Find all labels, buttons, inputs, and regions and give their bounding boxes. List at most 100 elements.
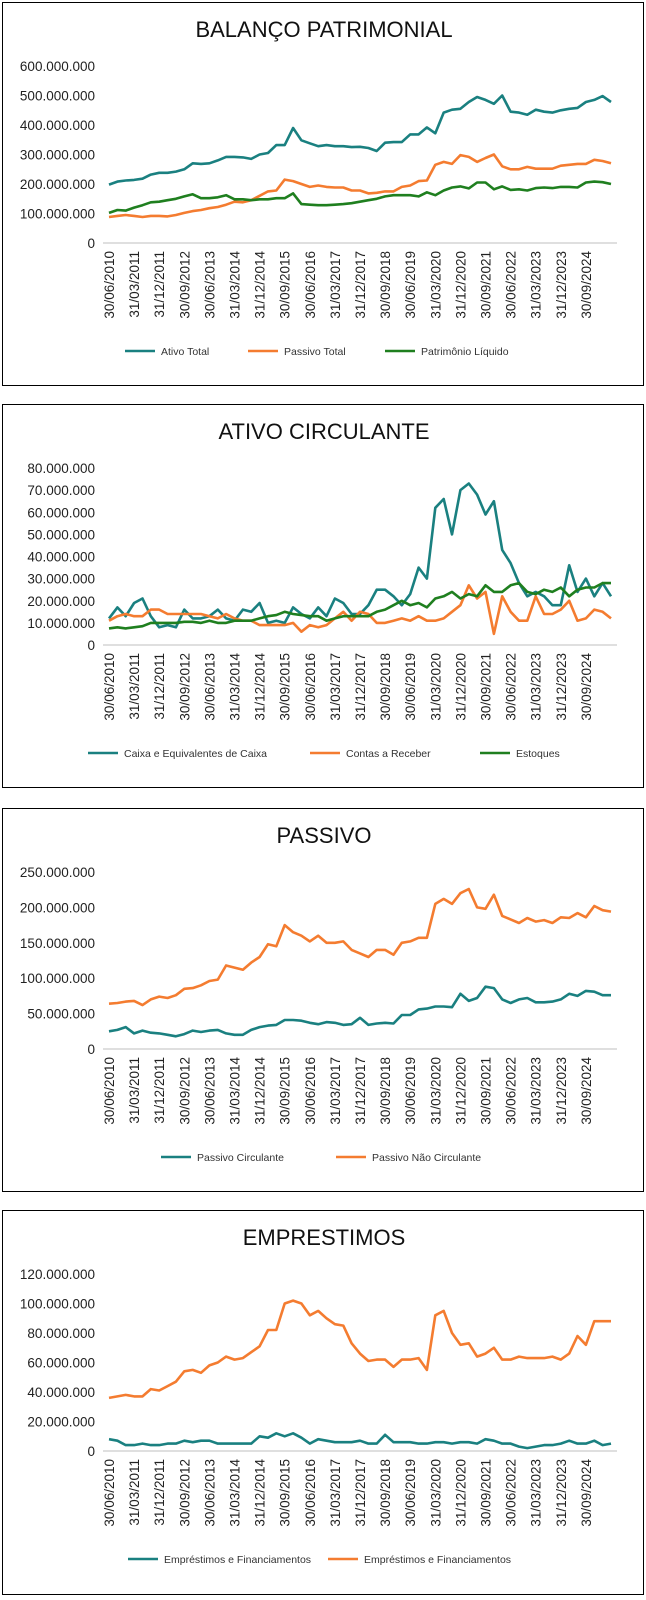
y-tick-label: 30.000.000 [27, 572, 95, 587]
y-tick-label: 300.000.000 [20, 148, 95, 163]
x-tick-label: 31/03/2011 [127, 251, 142, 318]
chart-title: ATIVO CIRCULANTE [218, 419, 429, 444]
x-tick-label: 30/06/2013 [202, 1459, 217, 1527]
x-tick-label: 31/12/2017 [353, 1057, 368, 1125]
chart-title: EMPRESTIMOS [243, 1225, 406, 1250]
y-tick-label: 80.000.000 [27, 1326, 95, 1341]
chart-panel-balanco: BALANÇO PATRIMONIAL 0 100.000.000 200.000.0… [2, 2, 644, 386]
chart-panel-ativo-circulante: ATIVO CIRCULANTE 0 10.000.000 20.000.000 30.… [2, 404, 644, 788]
x-tick-label: 30/09/2012 [177, 1459, 192, 1527]
y-tick-label: 500.000.000 [20, 89, 95, 104]
y-tick-label: 40.000.000 [27, 550, 95, 565]
x-tick-label: 30/09/2021 [479, 1057, 494, 1125]
x-tick-label: 31/12/2020 [453, 1459, 468, 1527]
x-tick-label: 31/03/2014 [228, 653, 243, 721]
x-tick-label: 31/12/2011 [152, 1459, 167, 1526]
series-line-caixa-e-equivalentes-de-caixa [107, 482, 613, 629]
y-tick-label: 100.000.000 [20, 971, 95, 986]
x-tick-label: 31/03/2011 [127, 653, 142, 720]
x-tick-label: 31/12/2011 [152, 653, 167, 720]
x-tick-label: 31/03/2017 [328, 1459, 343, 1527]
x-tick-label: 30/06/2019 [403, 1459, 418, 1527]
chart-panel-emprestimos: EMPRESTIMOS 0 20.000.000 40.000.000 60.000.0… [2, 1210, 644, 1595]
x-tick-label: 31/03/2023 [529, 251, 544, 319]
y-tick-label: 200.000.000 [20, 177, 95, 192]
x-tick-label: 30/06/2016 [303, 251, 318, 319]
x-tick-label: 31/03/2014 [228, 251, 243, 319]
y-tick-label: 0 [87, 1042, 95, 1057]
x-tick-label: 30/06/2010 [102, 251, 117, 319]
series-line-contas-a-receber [108, 584, 612, 636]
y-tick-label: 0 [87, 1444, 95, 1459]
x-tick-label: 30/06/2022 [504, 1057, 519, 1125]
y-tick-label: 60.000.000 [27, 1356, 95, 1371]
series-line-patrimonio-liquido [108, 180, 612, 215]
chart-svg: BALANÇO PATRIMONIAL 0 100.000.000 200.000.0… [20, 17, 617, 358]
x-tick-label: 30/09/2018 [378, 251, 393, 319]
x-tick-label: 31/03/2023 [529, 653, 544, 721]
y-tick-label: 0 [87, 638, 95, 653]
y-tick-label: 20.000.000 [27, 594, 95, 609]
x-tick-label: 30/09/2015 [278, 1057, 293, 1125]
y-tick-label: 120.000.000 [20, 1267, 95, 1282]
legend-label: Estoques [516, 748, 560, 760]
x-tick-label: 30/09/2024 [579, 1459, 594, 1527]
x-tick-label: 30/09/2018 [378, 1459, 393, 1527]
x-tick-label: 31/03/2020 [428, 1057, 443, 1125]
y-tick-label: 100.000.000 [20, 1297, 95, 1312]
x-tick-label: 30/09/2021 [479, 1459, 494, 1527]
x-tick-label: 31/12/2023 [554, 1459, 569, 1527]
chart-title: BALANÇO PATRIMONIAL [195, 17, 452, 42]
chart-svg: ATIVO CIRCULANTE 0 10.000.000 20.000.000 30.… [27, 419, 617, 760]
series-line-emprestimos-e-financiamentos [108, 1432, 612, 1450]
x-tick-label: 31/12/2011 [152, 251, 167, 318]
x-tick-label: 31/12/2023 [554, 251, 569, 319]
legend-label: Contas a Receber [346, 748, 431, 760]
y-tick-label: 100.000.000 [20, 207, 95, 222]
x-tick-label: 30/06/2013 [202, 251, 217, 319]
x-tick-label: 30/06/2022 [504, 1459, 519, 1527]
x-tick-label: 31/03/2014 [228, 1459, 243, 1527]
y-tick-label: 10.000.000 [27, 616, 95, 631]
x-tick-label: 30/06/2010 [102, 1459, 117, 1527]
legend-label: Empréstimos e Financiamentos [364, 1554, 511, 1566]
x-tick-label: 31/12/2020 [453, 251, 468, 319]
x-tick-label: 30/09/2012 [177, 653, 192, 721]
x-tick-label: 30/09/2012 [177, 251, 192, 319]
x-tick-label: 31/12/2014 [253, 1057, 268, 1125]
x-tick-label: 30/09/2015 [278, 251, 293, 319]
y-tick-label: 250.000.000 [20, 865, 95, 880]
x-tick-label: 30/06/2013 [202, 1057, 217, 1125]
y-tick-label: 200.000.000 [20, 900, 95, 915]
x-tick-label: 31/03/2020 [428, 251, 443, 319]
x-tick-label: 30/06/2019 [403, 251, 418, 319]
x-tick-label: 30/09/2018 [378, 653, 393, 721]
x-tick-label: 30/06/2022 [504, 653, 519, 721]
x-tick-label: 31/03/2020 [428, 1459, 443, 1527]
series-line-passivo-total [108, 153, 612, 219]
x-tick-label: 30/09/2024 [579, 1057, 594, 1125]
series-line-passivo-circulante [108, 985, 611, 1038]
x-tick-label: 31/12/2020 [453, 1057, 468, 1125]
legend-label: Empréstimos e Financiamentos [164, 1554, 311, 1566]
x-tick-label: 30/06/2019 [403, 653, 418, 721]
series-line-estoques [108, 581, 611, 630]
y-tick-label: 400.000.000 [20, 118, 95, 133]
x-tick-label: 30/09/2015 [278, 1459, 293, 1527]
y-tick-label: 70.000.000 [27, 483, 95, 498]
x-tick-label: 31/12/2020 [453, 653, 468, 721]
chart-svg: EMPRESTIMOS 0 20.000.000 40.000.000 60.000.0… [20, 1225, 617, 1566]
y-tick-label: 600.000.000 [20, 59, 95, 74]
x-tick-label: 30/06/2016 [303, 1057, 318, 1125]
x-tick-label: 30/06/2022 [504, 251, 519, 319]
x-tick-label: 30/06/2016 [303, 1459, 318, 1527]
y-tick-label: 50.000.000 [27, 1007, 95, 1022]
x-tick-label: 31/12/2023 [554, 1057, 569, 1125]
x-tick-label: 30/09/2018 [378, 1057, 393, 1125]
x-tick-label: 31/12/2023 [554, 653, 569, 721]
legend-label: Passivo Total [284, 346, 346, 358]
y-tick-label: 150.000.000 [20, 936, 95, 951]
x-tick-label: 31/12/2014 [253, 1459, 268, 1527]
x-tick-label: 31/03/2023 [529, 1459, 544, 1527]
series-line-passivo-nao-circulante [108, 887, 612, 1007]
